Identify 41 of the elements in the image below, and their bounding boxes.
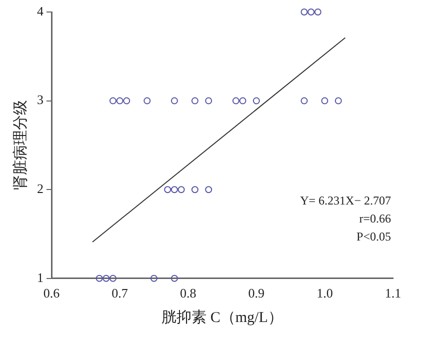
point [170, 97, 178, 104]
point [170, 186, 178, 194]
point [102, 274, 110, 282]
y-tick-label: 3 [37, 92, 44, 108]
point [116, 97, 124, 104]
point [300, 8, 308, 16]
y-axis-title: 肾脏病理分级 [12, 100, 29, 190]
point [321, 97, 328, 104]
point [205, 186, 212, 194]
point [300, 97, 308, 104]
annotation: Y= 6.231X− 2.707 [300, 193, 391, 208]
point [144, 97, 151, 104]
annotation: r=0.66 [359, 211, 391, 226]
point [109, 97, 116, 104]
x-tick-label: 1.0 [316, 286, 333, 301]
point [96, 274, 103, 282]
x-tick-label: 0.9 [248, 286, 265, 301]
point [252, 97, 260, 104]
y-tick-label: 4 [37, 3, 44, 18]
point [232, 97, 240, 104]
point [191, 97, 198, 104]
point [150, 274, 158, 282]
point [308, 8, 315, 16]
y-tick-label: 1 [37, 270, 44, 285]
point [123, 97, 130, 104]
x-tick-label: 0.8 [180, 286, 196, 301]
point [239, 97, 246, 104]
y-tick-label: 2 [37, 181, 44, 196]
x-tick-label: 0.6 [43, 286, 60, 301]
point [109, 274, 116, 282]
point [205, 97, 212, 104]
x-tick-label: 1.1 [384, 286, 402, 301]
point [170, 274, 178, 282]
point [314, 8, 322, 16]
point [164, 186, 172, 194]
point [191, 186, 198, 194]
point [178, 186, 185, 194]
point [334, 97, 342, 104]
x-tick-label: 0.7 [112, 286, 128, 301]
x-axis-title: 胱抑素 C（mg/L） [162, 308, 283, 326]
annotation: P<0.05 [356, 229, 391, 244]
